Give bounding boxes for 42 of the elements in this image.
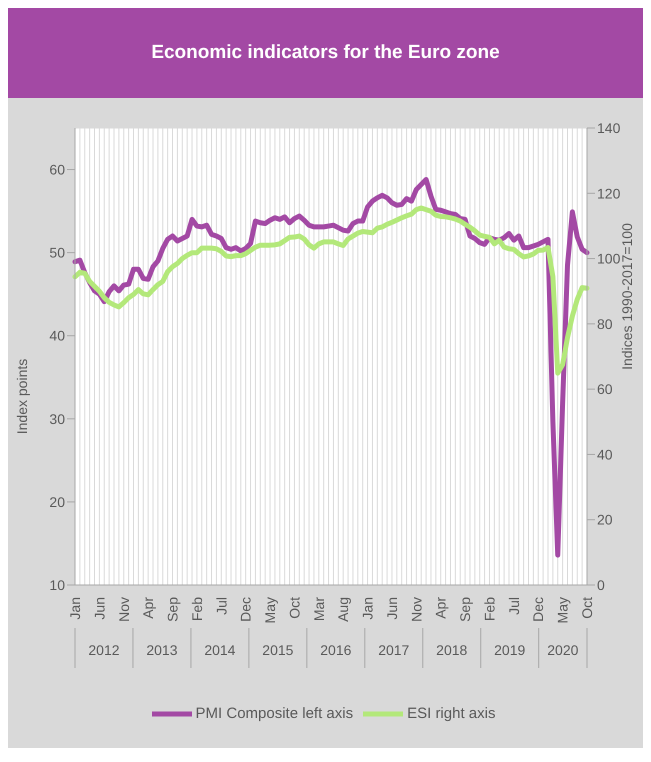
x-tick-label: Nov [408,597,424,622]
y-tick-label: 50 [49,244,66,261]
x-tick-label: Jun [91,597,108,620]
x-tick-label: Feb [188,596,205,622]
x-tick-label: Jan [67,597,83,620]
y-tick-label: 30 [49,410,66,427]
x-tick-label: May [554,597,571,624]
legend-label: PMI Composite left axis [196,704,354,722]
y2-tick-label: 120 [597,185,621,202]
x-tick-label: Oct [286,596,302,619]
y2-tick-label: 100 [597,250,621,267]
x-tick-label: Apr [140,596,156,619]
y-tick-label: 20 [49,494,66,510]
x-tick-label: Mar [310,596,327,622]
y2-tick-label: 40 [597,446,613,462]
x-tick-label: Aug [335,597,352,622]
x-tick-label: Feb [481,596,498,622]
x-tick-label: Oct [579,596,595,619]
x-tick-label: Dec [238,597,254,622]
x-tick-label: Apr [432,596,449,619]
y-tick-label: 40 [49,328,66,344]
x-tick-label: Jul [506,597,522,615]
x-tick-label: May [262,597,278,624]
year-axis-row: 2012 2013 2014 2015 2016 2017 2018 2019 2020 [8,628,643,668]
chart-title: Economic indicators for the Euro zone [151,42,500,64]
legend-label: ESI right axis [407,704,496,722]
y2-axis-title: Indices 1990-2017=100 [618,222,635,370]
y2-tick-label: 0 [597,576,605,593]
x-tick-label: Jan [360,597,376,620]
x-tick-label: Dec [530,597,546,622]
y2-tick-label: 60 [597,381,613,398]
y-tick-label: 60 [49,162,66,178]
y-tick-label: 10 [49,576,66,593]
x-tick-label: Nov [116,597,132,622]
y2-tick-label: 140 [597,120,621,136]
y-axis-title: Index points [14,358,30,434]
x-tick-label: Jun [384,597,400,620]
x-tick-label: Jul [213,597,230,615]
x-tick-label: Sep [164,596,181,622]
y2-tick-label: 20 [597,512,613,528]
x-tick-label: Sep [457,596,474,622]
y2-tick-label: 80 [597,316,613,332]
